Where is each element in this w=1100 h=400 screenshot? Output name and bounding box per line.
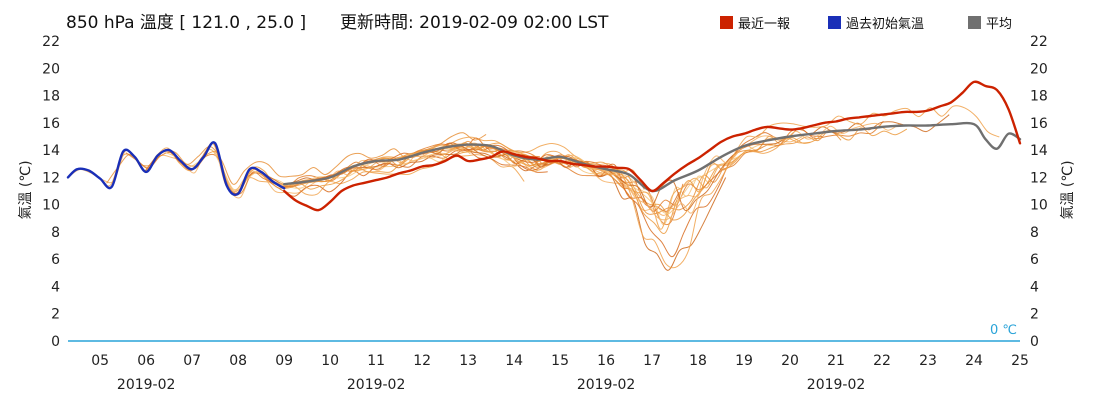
x-tick: 18 <box>689 353 707 369</box>
ensemble-member-line <box>202 141 572 195</box>
y-tick-right: 12 <box>1030 170 1048 186</box>
y-tick-right: 22 <box>1030 34 1048 50</box>
x-axis: 05 06 07 08 09 10 11 12 13 14 15 16 17 18 19 20 21 22 23 24… <box>91 353 1029 369</box>
y-tick-left: 2 <box>51 307 60 323</box>
legend: 最近一報 過去初始氣溫 平均 <box>720 16 1012 32</box>
ensemble-member-line <box>434 120 884 212</box>
x-tick: 25 <box>1011 353 1029 369</box>
series-line-past-initial <box>66 141 286 196</box>
y-tick-left: 16 <box>42 116 60 132</box>
y-tick-right: 6 <box>1030 252 1039 268</box>
x-month-label: 2019-02 <box>117 377 176 393</box>
legend-label-past-initial: 過去初始氣溫 <box>846 17 924 32</box>
zero-line-label: 0 ℃ <box>990 323 1017 338</box>
y-axis-left: 0 2 4 6 8 10 12 14 16 18 20 22 <box>42 34 60 350</box>
x-tick: 07 <box>183 353 201 369</box>
x-tick: 24 <box>965 353 983 369</box>
y-tick-right: 8 <box>1030 225 1039 241</box>
x-axis-month-labels: 2019-02 2019-02 2019-02 2019-02 <box>117 377 865 393</box>
update-time: 更新時間: 2019-02-09 02:00 LST <box>340 13 609 33</box>
chart-header: 850 hPa 溫度 [ 121.0 , 25.0 ] 更新時間: 2019-0… <box>66 13 609 33</box>
series-line-latest <box>283 80 1022 212</box>
y-tick-left: 10 <box>42 198 60 214</box>
axis-titles: 氣溫 (℃) 氣溫 (℃) <box>18 160 1076 219</box>
x-month-label: 2019-02 <box>347 377 406 393</box>
y-tick-right: 20 <box>1030 61 1048 77</box>
chart-title: 850 hPa 溫度 [ 121.0 , 25.0 ] <box>66 13 306 33</box>
y-tick-right: 2 <box>1030 307 1039 323</box>
ensemble-member-line <box>106 132 487 185</box>
zero-line: 0 ℃ <box>68 323 1020 342</box>
x-tick: 20 <box>781 353 799 369</box>
x-tick: 06 <box>137 353 155 369</box>
y-tick-right: 14 <box>1030 143 1048 159</box>
x-tick: 08 <box>229 353 247 369</box>
x-tick: 11 <box>367 353 385 369</box>
x-tick: 22 <box>873 353 891 369</box>
x-tick: 14 <box>505 353 523 369</box>
y-tick-left: 6 <box>51 252 60 268</box>
y-tick-right: 4 <box>1030 279 1039 295</box>
x-tick: 23 <box>919 353 937 369</box>
legend-swatch-latest <box>720 16 733 29</box>
y-tick-left: 8 <box>51 225 60 241</box>
y-tick-right: 18 <box>1030 89 1048 105</box>
series-lines <box>66 80 1022 212</box>
ensemble-member-line <box>550 105 1000 269</box>
y-tick-left: 18 <box>42 89 60 105</box>
y-tick-right: 10 <box>1030 198 1048 214</box>
legend-swatch-past-initial <box>828 16 841 29</box>
legend-swatch-average <box>968 16 981 29</box>
x-tick: 10 <box>321 353 339 369</box>
x-month-label: 2019-02 <box>577 377 636 393</box>
y-axis-right: 0 2 4 6 8 10 12 14 16 18 20 22 <box>1030 34 1048 350</box>
x-tick: 12 <box>413 353 431 369</box>
x-tick: 19 <box>735 353 753 369</box>
x-tick: 17 <box>643 353 661 369</box>
x-tick: 16 <box>597 353 615 369</box>
y-tick-left: 22 <box>42 34 60 50</box>
series-line-average <box>283 121 1022 193</box>
x-tick: 21 <box>827 353 845 369</box>
x-tick: 13 <box>459 353 477 369</box>
y-axis-label-right: 氣溫 (℃) <box>1060 160 1076 219</box>
y-tick-left: 12 <box>42 170 60 186</box>
y-tick-right: 0 <box>1030 334 1039 350</box>
y-tick-right: 16 <box>1030 116 1048 132</box>
y-tick-left: 14 <box>42 143 60 159</box>
x-tick: 15 <box>551 353 569 369</box>
y-tick-left: 0 <box>51 334 60 350</box>
legend-label-average: 平均 <box>986 17 1012 32</box>
x-tick: 05 <box>91 353 109 369</box>
x-tick: 09 <box>275 353 293 369</box>
y-tick-left: 4 <box>51 279 60 295</box>
y-tick-left: 20 <box>42 61 60 77</box>
ensemble-member-line <box>512 114 950 212</box>
ensemble-member-line <box>473 129 842 215</box>
x-month-label: 2019-02 <box>807 377 866 393</box>
legend-label-latest: 最近一報 <box>738 17 790 32</box>
y-axis-label-left: 氣溫 (℃) <box>18 160 34 219</box>
